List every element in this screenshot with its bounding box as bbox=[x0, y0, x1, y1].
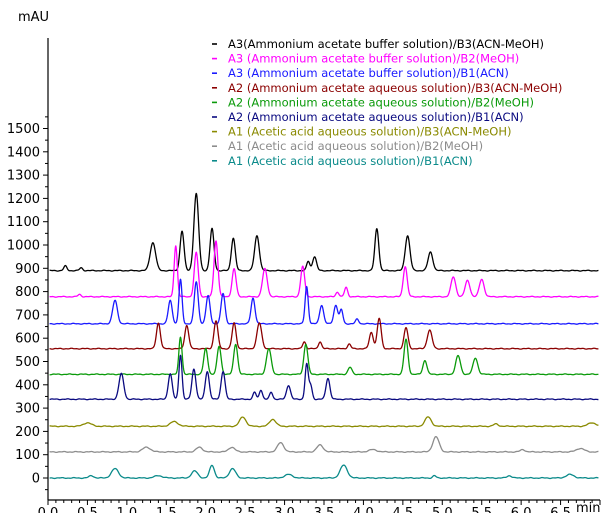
legend-entry: A1 (Acetic acid aqueous solution)/B3(ACN… bbox=[228, 125, 512, 139]
legend-entry: A3(Ammonium acetate buffer solution)/B3(… bbox=[228, 37, 544, 51]
y-tick-label: 1100 bbox=[7, 215, 40, 230]
x-tick-label: 5.5 bbox=[471, 506, 492, 513]
y-tick-label: 700 bbox=[15, 308, 40, 323]
x-tick-label: 2.0 bbox=[195, 506, 216, 513]
chromatogram-trace bbox=[49, 278, 599, 325]
legend: A3(Ammonium acetate buffer solution)/B3(… bbox=[212, 37, 562, 168]
y-tick-label: 100 bbox=[15, 448, 40, 463]
legend-entry: A2 (Ammonium acetate aqueous solution)/B… bbox=[228, 81, 562, 95]
x-tick-label: 3.5 bbox=[314, 506, 335, 513]
chromatogram-trace bbox=[49, 354, 599, 401]
y-tick-label: 600 bbox=[15, 332, 40, 347]
y-tick-label: 0 bbox=[32, 472, 40, 487]
x-tick-label: 1.0 bbox=[117, 506, 138, 513]
chromatogram-trace bbox=[49, 336, 599, 376]
legend-entry: A1 (Acetic acid aqueous solution)/B1(ACN… bbox=[228, 154, 473, 168]
chromatogram-trace bbox=[49, 317, 599, 350]
y-tick-label: 1000 bbox=[7, 239, 40, 254]
x-tick-label: 4.0 bbox=[353, 506, 374, 513]
y-tick-label: 1400 bbox=[7, 145, 40, 160]
legend-entry: A3 (Ammonium acetate buffer solution)/B2… bbox=[228, 52, 519, 66]
y-tick-label: 400 bbox=[15, 378, 40, 393]
x-axis-label: min bbox=[576, 501, 601, 513]
y-tick-label: 500 bbox=[15, 355, 40, 370]
chromatogram-trace bbox=[49, 240, 599, 298]
y-tick-label: 900 bbox=[15, 262, 40, 277]
y-tick-label: 300 bbox=[15, 402, 40, 417]
axes: 0 100 200 300 400 500 600 700 800 900 1000 1100 1200… bbox=[7, 38, 601, 513]
x-tick-label: 1.5 bbox=[156, 506, 177, 513]
chromatogram-trace bbox=[49, 416, 599, 428]
y-tick-label: 1200 bbox=[7, 192, 40, 207]
x-tick-label: 2.5 bbox=[235, 506, 256, 513]
x-tick-label: 6.5 bbox=[550, 506, 571, 513]
x-tick-label: 5.0 bbox=[432, 506, 453, 513]
y-axis-label: mAU bbox=[18, 10, 49, 25]
legend-entry: A2 (Ammonium acetate aqueous solution)/B… bbox=[228, 95, 534, 109]
legend-entry: A2 (Ammonium acetate aqueous solution)/B… bbox=[228, 110, 524, 124]
x-tick-label: 4.5 bbox=[393, 506, 414, 513]
y-tick-label: 200 bbox=[15, 425, 40, 440]
chromatogram-trace bbox=[49, 435, 599, 454]
x-tick-label: 6.0 bbox=[511, 506, 532, 513]
x-tick-label: 3.0 bbox=[274, 506, 295, 513]
legend-entry: A3 (Ammonium acetate buffer solution)/B1… bbox=[228, 66, 509, 80]
chromatogram-trace bbox=[49, 464, 599, 480]
chromatogram-trace bbox=[49, 192, 599, 272]
y-tick-label: 800 bbox=[15, 285, 40, 300]
legend-entry: A1 (Acetic acid aqueous solution)/B2(MeO… bbox=[228, 139, 483, 153]
y-tick-label: 1500 bbox=[7, 122, 40, 137]
x-tick-label: 0.5 bbox=[77, 506, 98, 513]
x-tick-label: 0.0 bbox=[38, 506, 59, 513]
traces bbox=[49, 192, 599, 480]
y-tick-label: 1300 bbox=[7, 169, 40, 184]
